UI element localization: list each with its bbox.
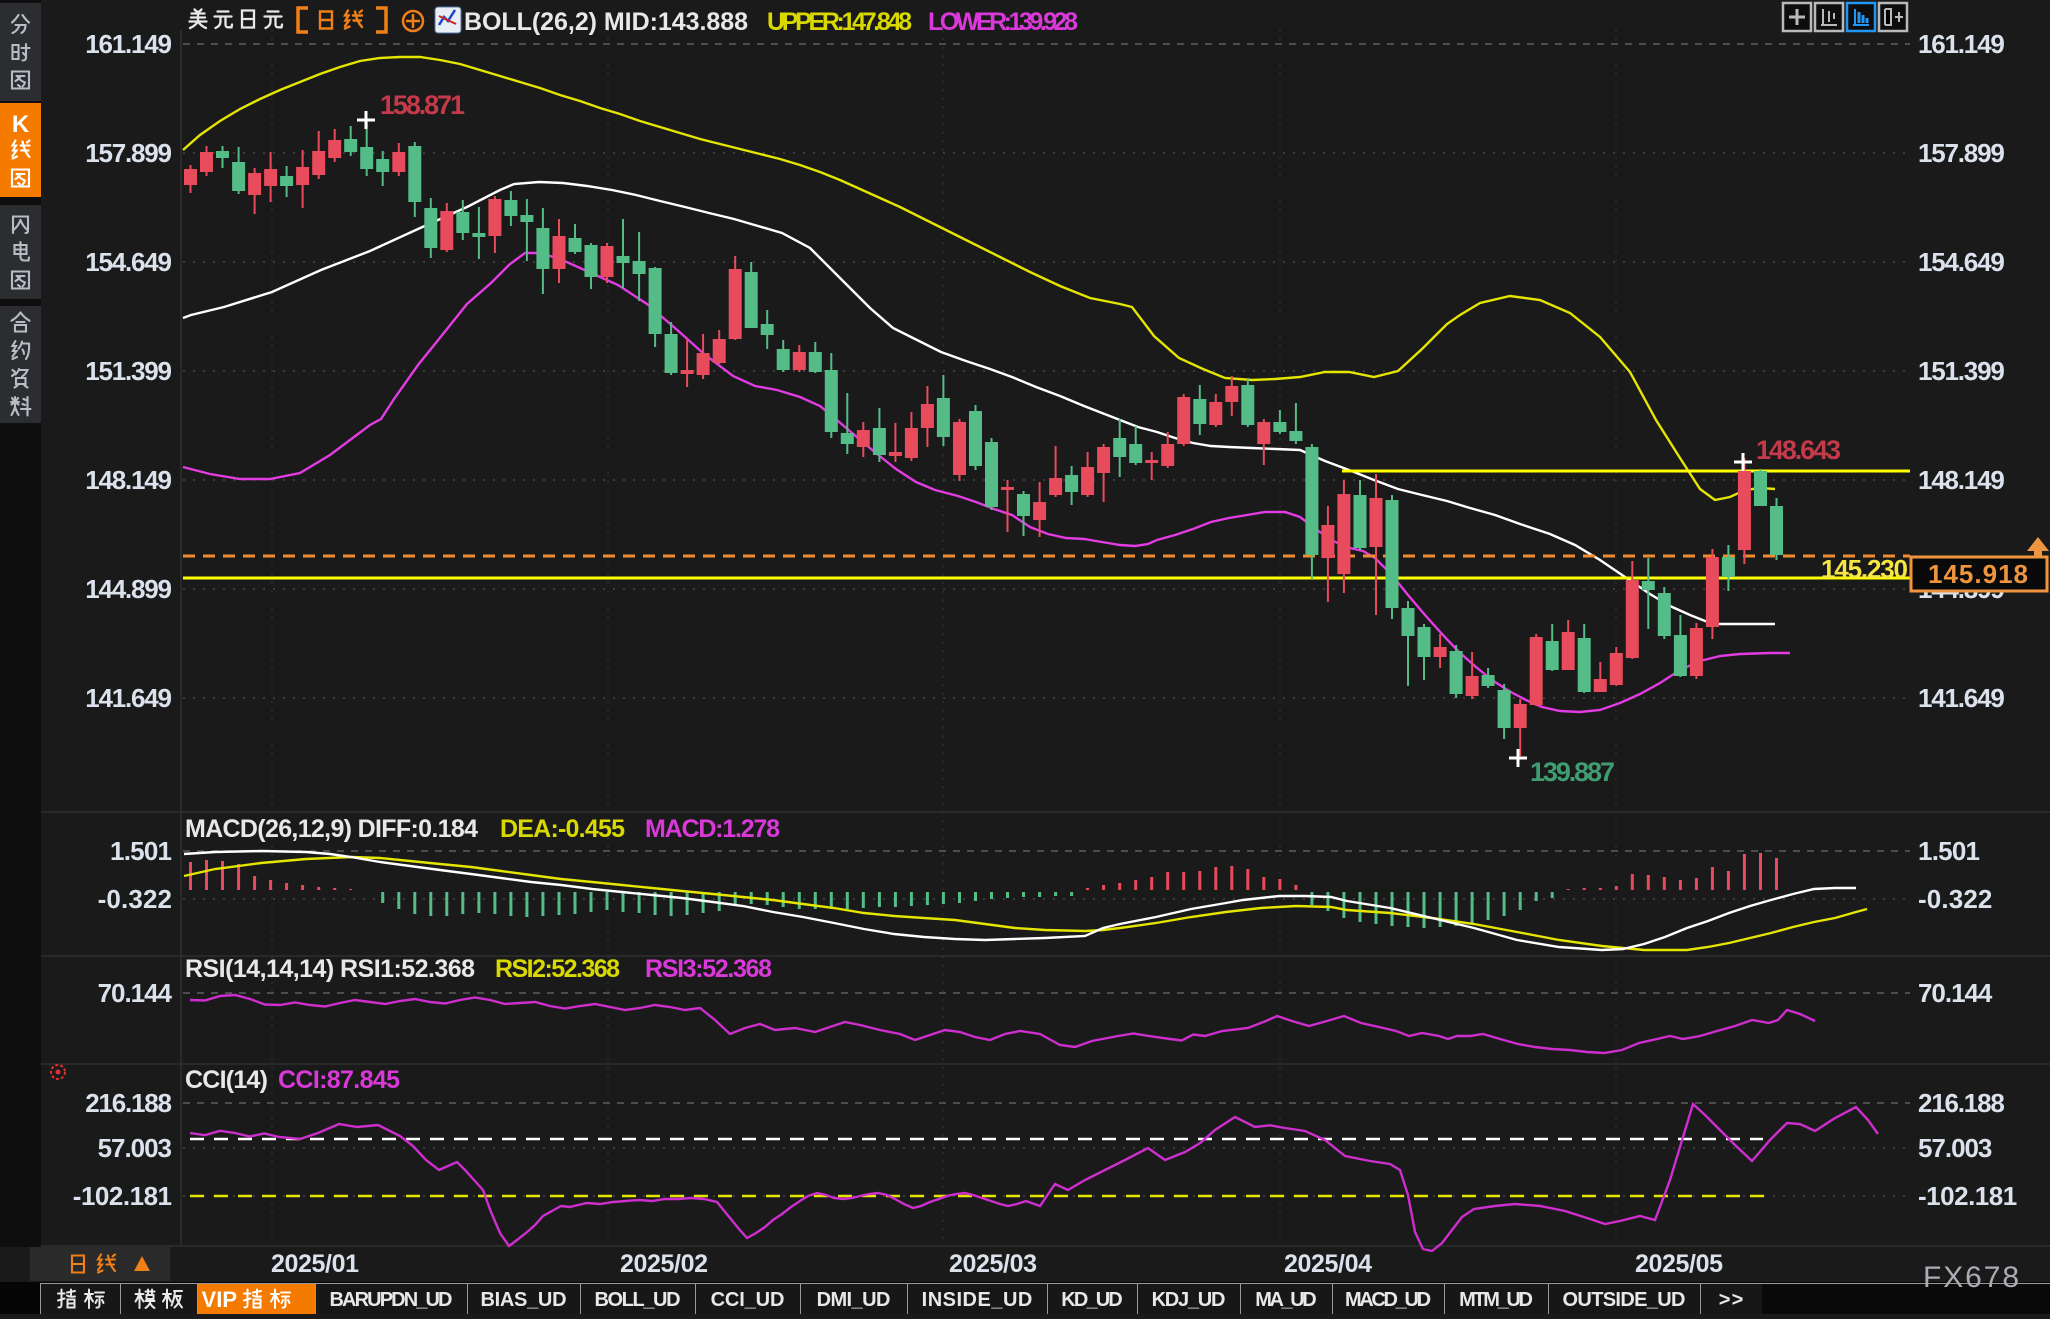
svg-text:57.003: 57.003 [1918, 1133, 1992, 1163]
svg-text:CCI(14): CCI(14) [185, 1066, 268, 1094]
svg-text:70.144: 70.144 [98, 978, 173, 1008]
svg-text:-102.181: -102.181 [73, 1181, 172, 1211]
svg-text:161.149: 161.149 [1918, 29, 2005, 59]
svg-text:FX678: FX678 [1923, 1261, 2019, 1294]
svg-text:145.918: 145.918 [1928, 559, 2028, 589]
svg-text:216.188: 216.188 [1918, 1088, 2005, 1118]
svg-text:2025/05: 2025/05 [1635, 1250, 1723, 1278]
svg-text:148.643: 148.643 [1756, 435, 1841, 465]
svg-text:151.399: 151.399 [85, 356, 172, 386]
svg-text:BOLL(26,2) MID:143.888: BOLL(26,2) MID:143.888 [464, 8, 748, 36]
svg-text:-102.181: -102.181 [1918, 1181, 2017, 1211]
svg-text:LOWER:139.928: LOWER:139.928 [928, 8, 1078, 36]
svg-text:CCI:87.845: CCI:87.845 [278, 1066, 400, 1094]
svg-text:148.149: 148.149 [1918, 465, 2005, 495]
svg-text:157.899: 157.899 [85, 138, 172, 168]
svg-text:57.003: 57.003 [98, 1133, 172, 1163]
svg-text:151.399: 151.399 [1918, 356, 2005, 386]
svg-text:141.649: 141.649 [1918, 683, 2005, 713]
svg-text:MACD(26,12,9) DIFF:0.184: MACD(26,12,9) DIFF:0.184 [185, 815, 478, 843]
svg-text:-0.322: -0.322 [98, 884, 172, 914]
svg-text:139.887: 139.887 [1530, 757, 1615, 787]
svg-text:1.501: 1.501 [110, 836, 172, 866]
svg-text:154.649: 154.649 [1918, 247, 2005, 277]
svg-text:2025/02: 2025/02 [620, 1250, 708, 1278]
svg-text:148.149: 148.149 [85, 465, 172, 495]
svg-text:145.230: 145.230 [1821, 554, 1908, 584]
svg-text:144.899: 144.899 [85, 574, 172, 604]
svg-text:216.188: 216.188 [85, 1088, 172, 1118]
svg-text:-0.322: -0.322 [1918, 884, 1992, 914]
svg-text:RSI3:52.368: RSI3:52.368 [645, 955, 772, 983]
svg-text:2025/03: 2025/03 [949, 1250, 1037, 1278]
svg-text:UPPER:147.848: UPPER:147.848 [767, 8, 912, 36]
svg-text:RSI2:52.368: RSI2:52.368 [495, 955, 620, 983]
svg-text:158.871: 158.871 [380, 90, 465, 120]
svg-text:2025/04: 2025/04 [1284, 1250, 1372, 1278]
svg-text:MACD:1.278: MACD:1.278 [645, 815, 780, 843]
svg-text:1.501: 1.501 [1918, 836, 1980, 866]
svg-text:70.144: 70.144 [1918, 978, 1993, 1008]
svg-text:RSI(14,14,14) RSI1:52.368: RSI(14,14,14) RSI1:52.368 [185, 955, 475, 983]
svg-text:161.149: 161.149 [85, 29, 172, 59]
svg-text:2025/01: 2025/01 [271, 1250, 359, 1278]
svg-text:DEA:-0.455: DEA:-0.455 [500, 815, 625, 843]
svg-text:141.649: 141.649 [85, 683, 172, 713]
svg-text:157.899: 157.899 [1918, 138, 2005, 168]
svg-text:154.649: 154.649 [85, 247, 172, 277]
